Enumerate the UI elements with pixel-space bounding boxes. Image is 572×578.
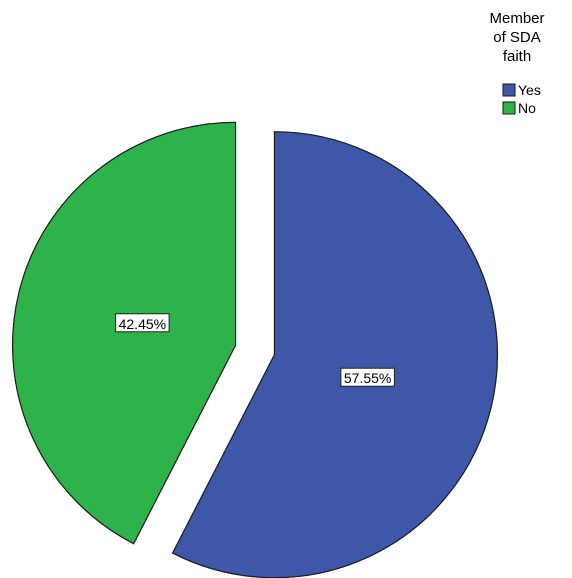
pie-data-labels: 57.55% 42.45% [115,313,395,387]
legend-title-line-1: Member [489,10,544,27]
legend-swatch-no [502,101,516,115]
legend-label-yes: Yes [518,82,541,98]
legend-swatch-yes [502,83,516,97]
legend-title-line-2: of SDA [493,29,541,46]
legend-title-line-3: faith [503,48,531,65]
data-label-box-no [115,313,170,333]
data-label-yes: 57.55% [340,367,395,387]
data-label-box-yes [340,367,395,387]
legend: Member of SDA faith Yes No [489,10,544,116]
pie-slices [11,121,499,578]
pie-slice-yes [171,131,499,578]
data-label-no: 42.45% [115,313,170,333]
data-label-text-no: 42.45% [119,316,166,332]
data-label-text-yes: 57.55% [344,370,391,386]
legend-label-no: No [518,100,536,116]
pie-slice-no [11,121,237,545]
